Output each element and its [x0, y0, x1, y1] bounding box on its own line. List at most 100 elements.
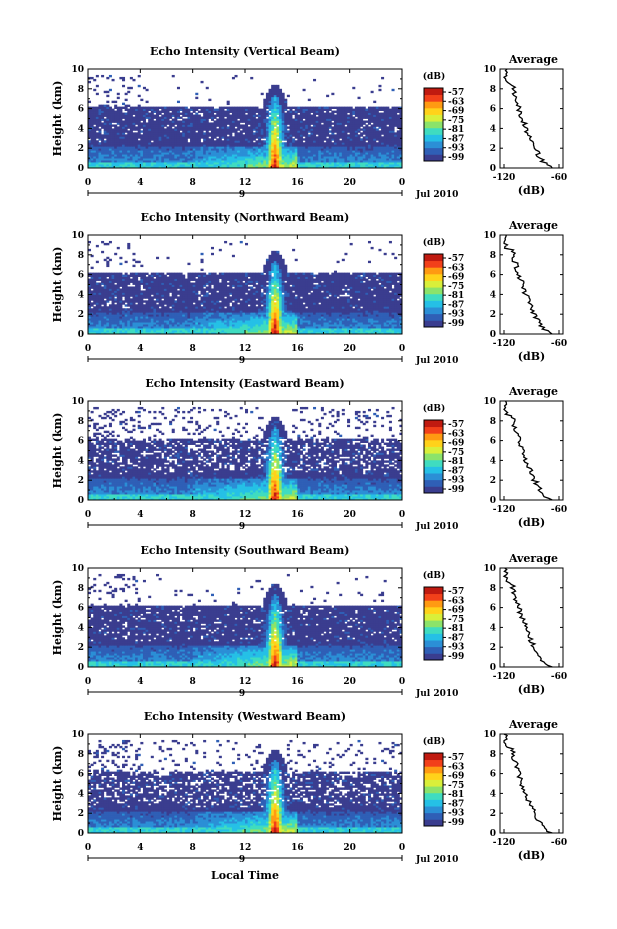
heatmap-cell	[171, 142, 175, 145]
heatmap-cell	[176, 100, 180, 104]
heatmap-cell	[108, 122, 112, 125]
heatmap-cell	[216, 108, 220, 111]
heatmap-cell	[124, 166, 128, 169]
heatmap-cell	[378, 124, 382, 127]
heatmap-cell	[365, 136, 369, 139]
heatmap-cell	[284, 118, 288, 121]
heatmap-cell	[182, 166, 186, 169]
heatmap-cell	[135, 128, 139, 131]
heatmap-cell	[391, 136, 395, 139]
heatmap-cell	[268, 138, 272, 141]
heatmap-cell	[90, 116, 94, 119]
heatmap-cell	[119, 154, 123, 157]
heatmap-cell	[132, 124, 136, 127]
heatmap-cell	[265, 146, 269, 149]
heatmap-cell	[88, 130, 92, 133]
heatmap-cell	[174, 148, 178, 151]
heatmap-cell	[195, 96, 199, 100]
heatmap-cell	[326, 120, 330, 123]
heatmap-cell	[396, 136, 400, 139]
heatmap-cell	[174, 118, 178, 121]
heatmap-cell	[242, 124, 246, 127]
heatmap-cell	[245, 132, 249, 135]
heatmap-cell	[234, 148, 238, 151]
heatmap-cell	[218, 162, 222, 165]
heatmap-cell	[187, 152, 191, 155]
heatmap-cell	[129, 128, 133, 131]
heatmap-cell	[252, 158, 256, 161]
heatmap-cell	[373, 156, 377, 159]
heatmap-cell	[108, 164, 112, 167]
heatmap-cell	[396, 142, 400, 145]
heatmap-cell	[315, 120, 319, 123]
heatmap-cell	[171, 124, 175, 127]
heatmap-cell	[320, 130, 324, 133]
heatmap-cell	[247, 142, 251, 145]
heatmap-cell	[200, 142, 204, 145]
heatmap-cell	[129, 142, 133, 145]
heatmap-cell	[268, 88, 272, 92]
heatmap-cell	[132, 136, 136, 139]
heatmap-cell	[171, 128, 175, 131]
heatmap-cell	[242, 144, 246, 147]
heatmap-cell	[313, 142, 317, 145]
heatmap-cell	[166, 142, 170, 145]
heatmap-cell	[90, 138, 94, 141]
heatmap-cell	[331, 148, 335, 151]
heatmap-cell	[305, 136, 309, 139]
heatmap-cell	[124, 126, 128, 129]
heatmap-cell	[142, 164, 146, 167]
heatmap-cell	[326, 106, 330, 109]
heatmap-cell	[176, 122, 180, 125]
heatmap-cell	[315, 138, 319, 141]
heatmap-cell	[279, 166, 283, 169]
heatmap-cell	[370, 134, 374, 137]
heatmap-cell	[326, 138, 330, 141]
heatmap-cell	[169, 112, 173, 115]
x-tick-label: 20	[343, 178, 356, 188]
heatmap-cell	[323, 162, 327, 165]
heatmap-cell	[258, 164, 262, 167]
heatmap-cell	[221, 144, 225, 147]
heatmap-cell	[95, 126, 99, 129]
heatmap-cell	[281, 128, 285, 131]
heatmap-cell	[297, 160, 301, 163]
heatmap-cell	[132, 78, 136, 82]
heatmap-cell	[242, 158, 246, 161]
heatmap-cell	[114, 118, 118, 121]
heatmap-cell	[234, 150, 238, 153]
heatmap-cell	[299, 134, 303, 137]
heatmap-cell	[378, 142, 382, 145]
heatmap-cell	[365, 162, 369, 165]
heatmap-cell	[184, 142, 188, 145]
heatmap-cell	[111, 150, 115, 153]
heatmap-cell	[347, 158, 351, 161]
heatmap-cell	[323, 148, 327, 151]
heatmap-cell	[344, 136, 348, 139]
heatmap-cell	[150, 106, 154, 109]
heatmap-cell	[250, 126, 254, 129]
heatmap-cell	[286, 156, 290, 159]
heatmap-cell	[271, 120, 275, 123]
heatmap-cell	[200, 152, 204, 155]
heatmap-cell	[153, 128, 157, 131]
heatmap-cell	[341, 138, 345, 141]
heatmap-cell	[284, 148, 288, 151]
heatmap-cell	[250, 162, 254, 165]
heatmap-cell	[237, 128, 241, 131]
heatmap-cell	[255, 166, 259, 169]
heatmap-cell	[386, 136, 390, 139]
heatmap-cell	[210, 164, 214, 167]
heatmap-cell	[394, 118, 398, 121]
heatmap-cell	[313, 134, 317, 137]
heatmap-cell	[370, 132, 374, 135]
heatmap-cell	[299, 132, 303, 135]
heatmap-cell	[394, 106, 398, 109]
heatmap-cell	[378, 164, 382, 167]
heatmap-cell	[292, 162, 296, 165]
heatmap-cell	[399, 134, 403, 137]
heatmap-cell	[158, 122, 162, 125]
heatmap-cell	[122, 160, 126, 163]
heatmap-cell	[252, 136, 256, 139]
heatmap-cell	[297, 106, 301, 109]
